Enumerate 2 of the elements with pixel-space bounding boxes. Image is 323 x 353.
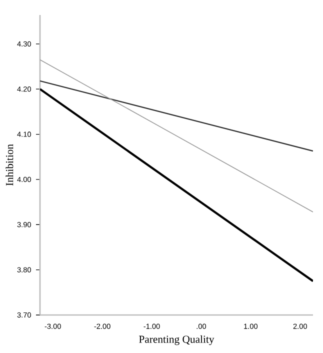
y-axis-title: Inhibition — [6, 144, 14, 186]
x-axis-title: Parenting Quality — [139, 335, 214, 346]
